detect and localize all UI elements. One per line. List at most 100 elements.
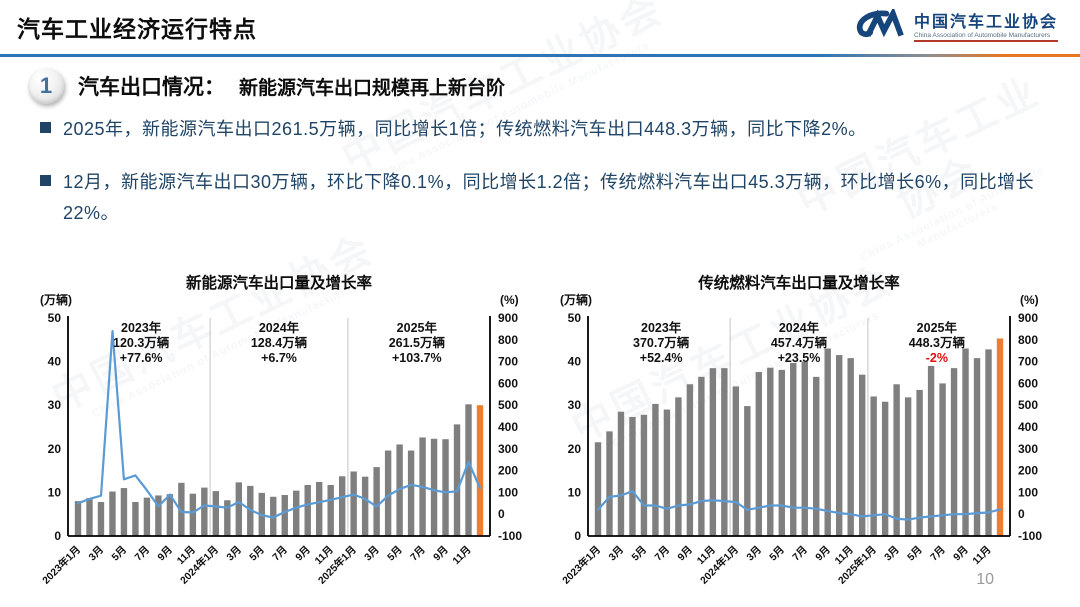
bar bbox=[870, 396, 877, 536]
bar bbox=[881, 401, 889, 536]
svg-text:+52.4%: +52.4% bbox=[640, 351, 683, 365]
svg-text:9月: 9月 bbox=[293, 544, 313, 564]
svg-text:448.3万辆: 448.3万辆 bbox=[909, 335, 966, 350]
svg-text:+6.7%: +6.7% bbox=[261, 351, 297, 365]
svg-text:+77.6%: +77.6% bbox=[120, 351, 163, 365]
bullet-text: 2025年，新能源汽车出口261.5万辆，同比增长1倍；传统燃料汽车出口448.… bbox=[63, 119, 867, 139]
svg-text:800: 800 bbox=[498, 333, 518, 347]
svg-text:-100: -100 bbox=[1018, 529, 1042, 543]
bar bbox=[675, 397, 682, 536]
bar bbox=[166, 494, 174, 536]
svg-text:457.4万辆: 457.4万辆 bbox=[771, 335, 828, 350]
svg-text:100: 100 bbox=[498, 485, 518, 499]
section-number-badge: 1 bbox=[28, 68, 64, 104]
bar bbox=[836, 355, 843, 536]
bar bbox=[155, 495, 162, 536]
svg-text:5月: 5月 bbox=[247, 544, 267, 564]
svg-text:9月: 9月 bbox=[431, 544, 451, 564]
bar bbox=[316, 481, 323, 536]
bar bbox=[350, 471, 357, 536]
bullet-list: 2025年，新能源汽车出口261.5万辆，同比增长1倍；传统燃料汽车出口448.… bbox=[40, 114, 1052, 251]
svg-text:370.7万辆: 370.7万辆 bbox=[633, 335, 690, 350]
bar bbox=[86, 498, 93, 536]
svg-text:20: 20 bbox=[568, 442, 582, 456]
svg-text:2023年: 2023年 bbox=[121, 320, 162, 335]
bar bbox=[744, 406, 751, 536]
page-number: 10 bbox=[976, 571, 994, 588]
bar bbox=[858, 374, 866, 536]
bullet-text: 12月，新能源汽车出口30万辆，环比下降0.1%，同比增长1.2倍；传统燃料汽车… bbox=[63, 171, 1035, 224]
bar bbox=[652, 403, 659, 536]
svg-text:2025年: 2025年 bbox=[397, 320, 438, 335]
chart-canvas: 新能源汽车出口量及增长率 (万辆) (%) 0 10 20 30 40 50 -100 0 100 20… bbox=[39, 273, 522, 587]
bar bbox=[996, 338, 1004, 536]
svg-text:600: 600 bbox=[1018, 376, 1038, 390]
svg-text:2024年: 2024年 bbox=[779, 320, 820, 335]
bar bbox=[304, 484, 311, 536]
svg-text:7月: 7月 bbox=[790, 544, 810, 564]
svg-text:5月: 5月 bbox=[767, 544, 787, 564]
svg-text:120.3万辆: 120.3万辆 bbox=[113, 335, 170, 350]
svg-text:500: 500 bbox=[1018, 398, 1038, 412]
svg-text:(万辆): (万辆) bbox=[560, 292, 592, 307]
svg-text:2024年: 2024年 bbox=[259, 320, 300, 335]
bar bbox=[927, 365, 935, 536]
svg-text:3月: 3月 bbox=[362, 544, 382, 564]
svg-text:11月: 11月 bbox=[970, 544, 993, 567]
svg-text:2023年: 2023年 bbox=[641, 320, 682, 335]
bar bbox=[235, 482, 242, 536]
bar bbox=[709, 368, 717, 536]
svg-text:50: 50 bbox=[568, 311, 582, 325]
svg-text:600: 600 bbox=[498, 376, 518, 390]
bar bbox=[143, 497, 151, 536]
svg-text:20: 20 bbox=[48, 442, 62, 456]
svg-text:2025年: 2025年 bbox=[917, 320, 958, 335]
bar bbox=[120, 488, 128, 536]
section-subtitle: 新能源汽车出口规模再上新台阶 bbox=[239, 77, 506, 99]
svg-text:9月: 9月 bbox=[951, 544, 971, 564]
header-divider bbox=[0, 54, 1080, 57]
caam-logo: 中国汽车工业协会 China Association of Automobile… bbox=[854, 8, 1058, 42]
svg-text:30: 30 bbox=[48, 398, 62, 412]
svg-text:+23.5%: +23.5% bbox=[778, 351, 821, 365]
bar bbox=[617, 411, 625, 536]
bar bbox=[916, 389, 923, 536]
bar bbox=[640, 414, 648, 536]
svg-text:(%): (%) bbox=[1020, 293, 1039, 307]
bar bbox=[973, 358, 981, 536]
svg-text:3月: 3月 bbox=[606, 544, 626, 564]
svg-text:3月: 3月 bbox=[882, 544, 902, 564]
bar bbox=[594, 442, 602, 536]
bar bbox=[74, 501, 82, 536]
svg-text:500: 500 bbox=[498, 398, 518, 412]
bar bbox=[606, 431, 613, 536]
bar bbox=[109, 491, 116, 536]
chart-canvas: 传统燃料汽车出口量及增长率 (万辆) (%) 0 10 20 30 40 50 -100 0 100 2… bbox=[559, 273, 1042, 587]
svg-text:5月: 5月 bbox=[905, 544, 925, 564]
bar bbox=[801, 361, 808, 536]
bar bbox=[442, 439, 449, 536]
bar bbox=[373, 467, 380, 536]
bullet-marker-icon bbox=[40, 174, 51, 186]
svg-text:100: 100 bbox=[1018, 485, 1038, 499]
bar bbox=[847, 358, 854, 536]
svg-text:30: 30 bbox=[568, 398, 582, 412]
caam-logo-name-cn: 中国汽车工业协会 bbox=[913, 14, 1058, 31]
bar bbox=[281, 495, 288, 536]
bar bbox=[824, 348, 831, 536]
svg-text:+103.7%: +103.7% bbox=[392, 351, 442, 365]
svg-text:5月: 5月 bbox=[385, 544, 405, 564]
svg-text:10: 10 bbox=[48, 485, 62, 499]
svg-text:900: 900 bbox=[1018, 311, 1038, 325]
svg-text:7月: 7月 bbox=[928, 544, 948, 564]
svg-text:7月: 7月 bbox=[270, 544, 290, 564]
bullet-item: 12月，新能源汽车出口30万辆，环比下降0.1%，同比增长1.2倍；传统燃料汽车… bbox=[40, 167, 1052, 230]
bar bbox=[698, 376, 705, 536]
svg-text:10: 10 bbox=[568, 485, 582, 499]
bar bbox=[97, 501, 105, 536]
bar bbox=[327, 484, 334, 536]
